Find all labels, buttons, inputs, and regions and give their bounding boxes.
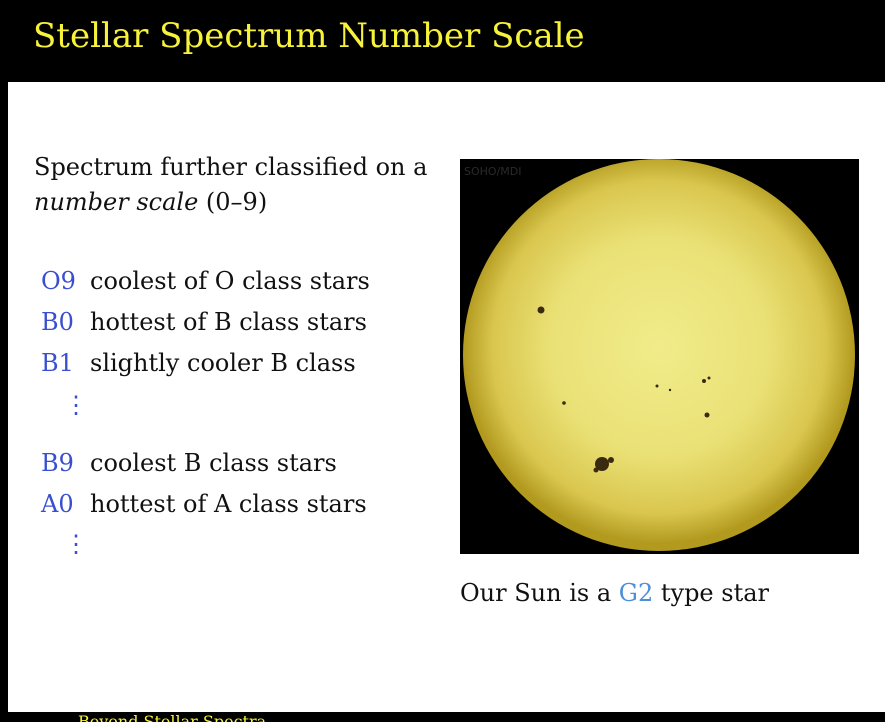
caption-highlight: G2 <box>618 579 654 607</box>
image-watermark: SOHO/MDI <box>464 165 521 178</box>
class-code: O9 <box>41 267 76 295</box>
class-desc: slightly cooler B class <box>90 349 356 377</box>
slide-title: Stellar Spectrum Number Scale <box>33 16 585 56</box>
intro-italic: number scale <box>34 188 199 216</box>
caption-after: type star <box>653 579 770 607</box>
slide-content: Spectrum further classified on a number … <box>8 82 885 712</box>
sun-caption: Our Sun is a G2 type star <box>460 578 769 608</box>
sun-illustration: SOHO/MDI <box>460 159 859 554</box>
title-bar: Stellar Spectrum Number Scale <box>0 0 885 82</box>
class-desc: hottest of B class stars <box>90 308 367 336</box>
class-code: A0 <box>41 490 74 518</box>
footer-text: Beyond Stellar Spectra <box>78 712 267 722</box>
footer-bar: Beyond Stellar Spectra <box>0 712 885 722</box>
class-desc: coolest of O class stars <box>90 267 370 295</box>
class-desc: coolest B class stars <box>90 449 337 477</box>
class-code: B1 <box>41 349 74 377</box>
intro-line: Spectrum further classified on a <box>34 153 428 181</box>
sunspots <box>537 306 711 473</box>
sun-image: SOHO/MDI <box>460 159 859 554</box>
vertical-ellipsis: ⋮ <box>64 391 88 419</box>
vertical-ellipsis: ⋮ <box>64 530 88 558</box>
class-code: B9 <box>41 449 74 477</box>
caption-before: Our Sun is a <box>460 579 619 607</box>
class-desc: hottest of A class stars <box>90 490 367 518</box>
sun-disk <box>463 159 855 551</box>
intro-rest: (0–9) <box>198 188 268 216</box>
intro-text: Spectrum further classified on a number … <box>34 150 434 220</box>
class-code: B0 <box>41 308 74 336</box>
